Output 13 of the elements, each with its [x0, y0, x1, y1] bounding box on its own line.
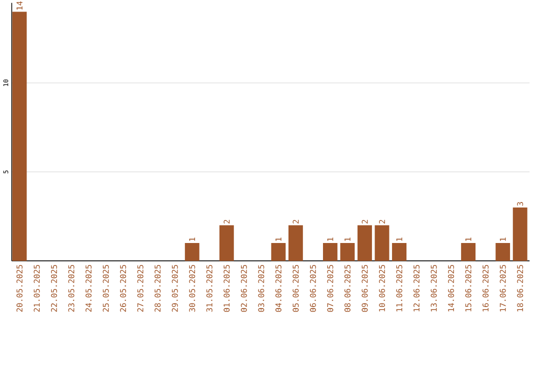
- bar: [358, 225, 372, 261]
- bar: [512, 207, 528, 261]
- bar: [184, 242, 200, 261]
- bar: [392, 242, 406, 261]
- bar: [288, 225, 303, 261]
- bar: [12, 12, 27, 261]
- bar: [219, 225, 234, 261]
- bar: [271, 242, 286, 261]
- bar: [461, 242, 476, 261]
- bar: [340, 242, 355, 261]
- bar: [322, 242, 338, 261]
- bar: [496, 242, 510, 261]
- bar: [374, 225, 390, 261]
